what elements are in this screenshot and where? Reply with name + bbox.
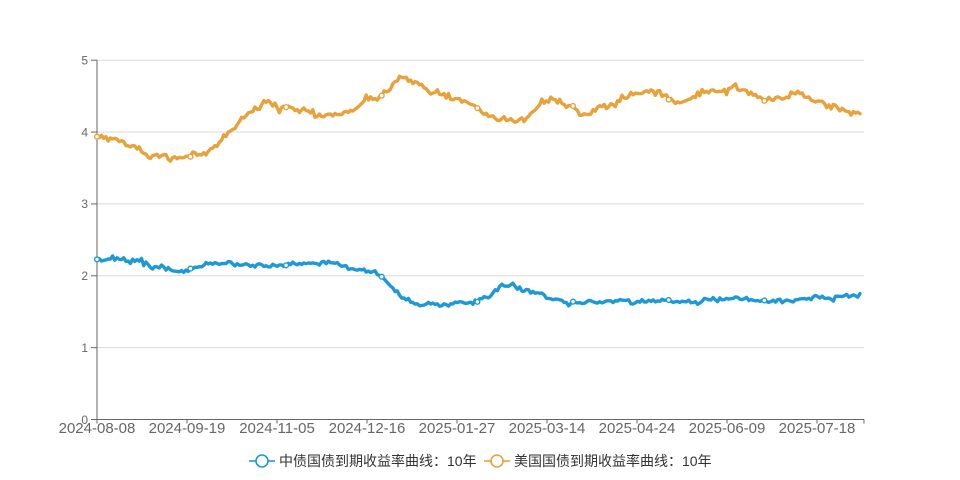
svg-text:2024-08-08: 2024-08-08 [59, 420, 136, 437]
svg-text:2025-04-24: 2025-04-24 [599, 420, 676, 437]
svg-text:中债国债到期收益率曲线：10年: 中债国债到期收益率曲线：10年 [279, 453, 477, 469]
svg-text:2024-09-19: 2024-09-19 [149, 420, 226, 437]
svg-text:2: 2 [81, 269, 88, 283]
svg-text:2025-07-18: 2025-07-18 [779, 420, 856, 437]
svg-text:4: 4 [81, 125, 88, 139]
svg-text:2024-12-16: 2024-12-16 [329, 420, 406, 437]
svg-text:1: 1 [81, 341, 88, 355]
svg-text:美国国债到期收益率曲线：10年: 美国国债到期收益率曲线：10年 [514, 453, 712, 469]
svg-text:2025-01-27: 2025-01-27 [419, 420, 496, 437]
svg-text:2024-11-05: 2024-11-05 [239, 420, 315, 437]
svg-text:2025-06-09: 2025-06-09 [689, 420, 766, 437]
svg-text:2025-03-14: 2025-03-14 [509, 420, 586, 437]
svg-text:5: 5 [81, 54, 88, 68]
svg-text:3: 3 [81, 197, 88, 211]
